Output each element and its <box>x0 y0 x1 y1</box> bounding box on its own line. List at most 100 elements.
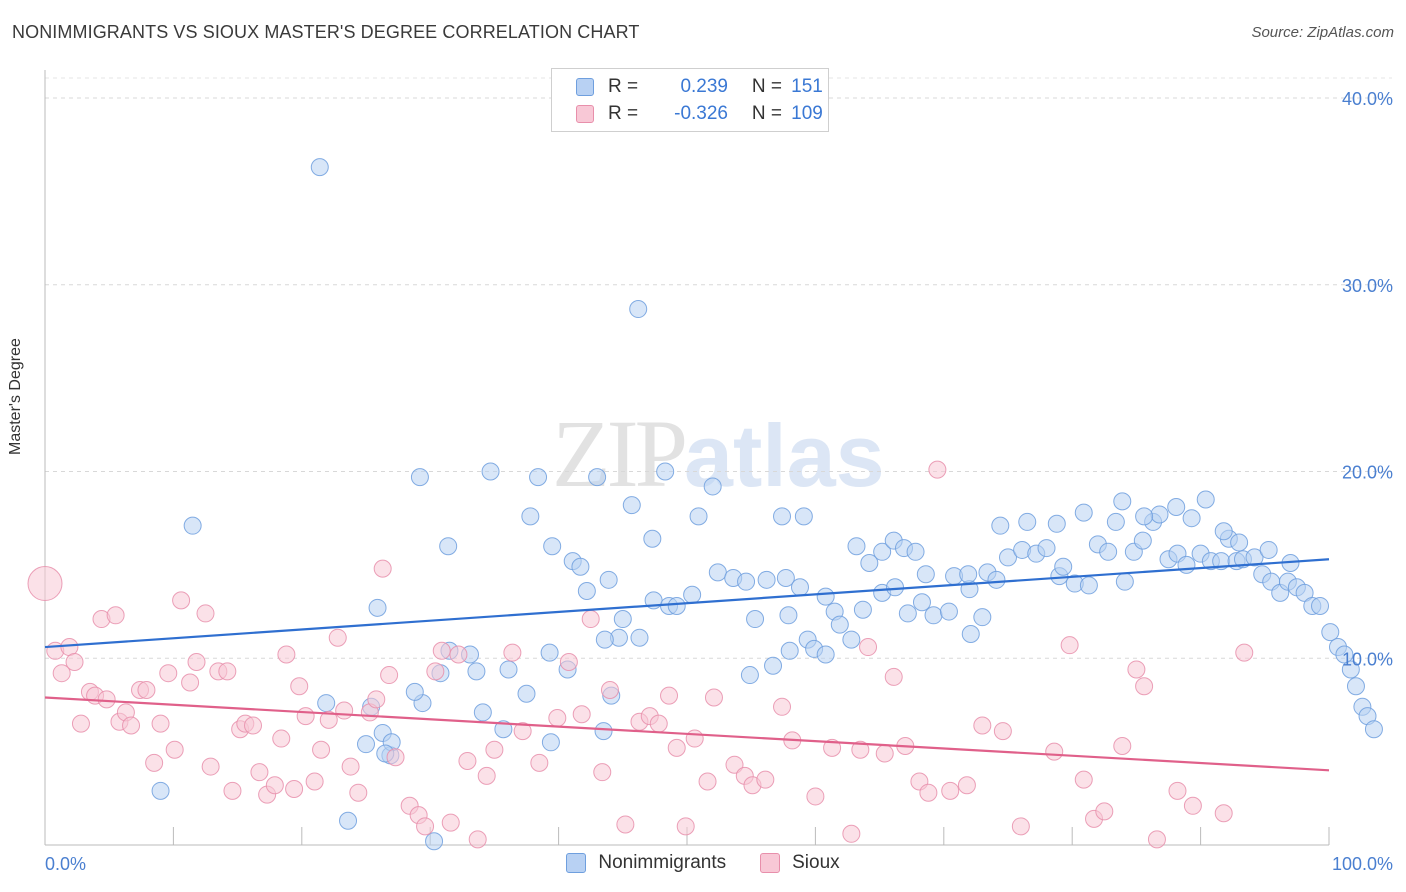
data-point-sioux <box>97 690 116 709</box>
data-point-nonimmigrants <box>622 496 641 515</box>
legend-swatch-nonimmigrants <box>576 78 594 96</box>
x-tick-label: 0.0% <box>45 854 86 874</box>
data-point-sioux <box>1147 830 1166 849</box>
legend-r-key: R = <box>608 103 639 124</box>
data-point-sioux <box>151 714 170 733</box>
data-point-nonimmigrants <box>1106 512 1125 531</box>
data-point-nonimmigrants <box>1321 623 1340 642</box>
data-point-sioux <box>145 753 164 772</box>
data-point-nonimmigrants <box>1054 557 1073 576</box>
data-point-sioux <box>187 652 206 671</box>
data-point-sioux <box>27 566 63 602</box>
data-point-sioux <box>993 722 1012 741</box>
data-point-nonimmigrants <box>1074 503 1093 522</box>
data-point-nonimmigrants <box>683 585 702 604</box>
data-point-sioux <box>581 610 600 629</box>
data-point-sioux <box>122 716 141 735</box>
data-point-sioux <box>1045 742 1064 761</box>
data-point-sioux <box>165 740 184 759</box>
data-point-nonimmigrants <box>481 462 500 481</box>
data-point-sioux <box>328 628 347 647</box>
data-point-nonimmigrants <box>368 598 387 617</box>
data-point-sioux <box>572 705 591 724</box>
data-point-nonimmigrants <box>973 608 992 627</box>
data-point-sioux <box>1214 804 1233 823</box>
data-point-sioux <box>616 815 635 834</box>
data-point-sioux <box>223 781 242 800</box>
data-point-sioux <box>312 740 331 759</box>
data-point-nonimmigrants <box>703 477 722 496</box>
series-swatch-nonimmigrants <box>566 853 587 873</box>
data-point-sioux <box>756 770 775 789</box>
data-point-nonimmigrants <box>924 606 943 625</box>
data-point-sioux <box>1060 636 1079 655</box>
data-point-nonimmigrants <box>912 593 931 612</box>
data-point-sioux <box>265 776 284 795</box>
data-point-nonimmigrants <box>1230 533 1249 552</box>
data-point-nonimmigrants <box>873 542 892 561</box>
data-point-nonimmigrants <box>577 582 596 601</box>
data-point-sioux <box>201 757 220 776</box>
y-tick-label: 40.0% <box>1342 89 1393 109</box>
data-point-sioux <box>503 643 522 662</box>
data-point-sioux <box>649 714 668 733</box>
data-point-nonimmigrants <box>689 507 708 526</box>
data-point-nonimmigrants <box>473 703 492 722</box>
data-point-nonimmigrants <box>656 462 675 481</box>
data-point-sioux <box>52 664 71 683</box>
data-point-sioux <box>305 772 324 791</box>
data-point-sioux <box>159 664 178 683</box>
legend-n-key: N = <box>751 103 782 124</box>
data-point-sioux <box>65 652 84 671</box>
data-point-sioux <box>842 824 861 843</box>
data-point-sioux <box>60 638 79 657</box>
data-point-sioux <box>319 710 338 729</box>
data-point-sioux <box>773 697 792 716</box>
data-point-nonimmigrants <box>886 578 905 597</box>
data-point-nonimmigrants <box>667 596 686 615</box>
legend-row-nonimmigrants: R = 0.239 N = 151 <box>552 74 832 100</box>
data-point-sioux <box>218 662 237 681</box>
data-point-nonimmigrants <box>1037 539 1056 558</box>
data-point-sioux <box>349 783 368 802</box>
y-tick-label: 20.0% <box>1342 463 1393 483</box>
data-point-sioux <box>196 604 215 623</box>
data-point-sioux <box>341 757 360 776</box>
data-point-nonimmigrants <box>1311 596 1330 615</box>
data-point-nonimmigrants <box>425 832 444 851</box>
data-point-sioux <box>548 709 567 728</box>
data-point-nonimmigrants <box>517 684 536 703</box>
data-point-nonimmigrants <box>183 516 202 535</box>
data-point-sioux <box>477 766 496 785</box>
data-point-nonimmigrants <box>1047 514 1066 533</box>
data-point-sioux <box>432 641 451 660</box>
data-point-nonimmigrants <box>842 630 861 649</box>
legend-n-value: 151 <box>791 76 823 97</box>
series-legend-nonimmigrants: Nonimmigrants <box>566 852 726 874</box>
data-point-nonimmigrants <box>613 610 632 629</box>
series-swatch-sioux <box>760 853 781 873</box>
data-point-nonimmigrants <box>1259 540 1278 559</box>
data-point-nonimmigrants <box>1245 548 1264 567</box>
data-point-sioux <box>928 460 947 479</box>
data-point-nonimmigrants <box>847 537 866 556</box>
data-point-sioux <box>272 729 291 748</box>
data-point-nonimmigrants <box>853 600 872 619</box>
data-point-nonimmigrants <box>794 507 813 526</box>
data-point-nonimmigrants <box>1335 645 1354 664</box>
correlation-legend: R = 0.239 N = 151 R = -0.326 N = 109 <box>551 68 829 132</box>
data-point-sioux <box>441 813 460 832</box>
axes <box>44 70 1330 846</box>
data-point-nonimmigrants <box>1214 522 1233 541</box>
data-point-nonimmigrants <box>541 733 560 752</box>
data-point-nonimmigrants <box>339 811 358 830</box>
data-point-nonimmigrants <box>1079 576 1098 595</box>
data-point-sioux <box>1135 677 1154 696</box>
data-point-nonimmigrants <box>543 537 562 556</box>
data-point-sioux <box>449 645 468 664</box>
data-point-nonimmigrants <box>1364 720 1383 739</box>
data-point-nonimmigrants <box>939 602 958 621</box>
data-point-sioux <box>458 751 477 770</box>
data-point-sioux <box>1074 770 1093 789</box>
